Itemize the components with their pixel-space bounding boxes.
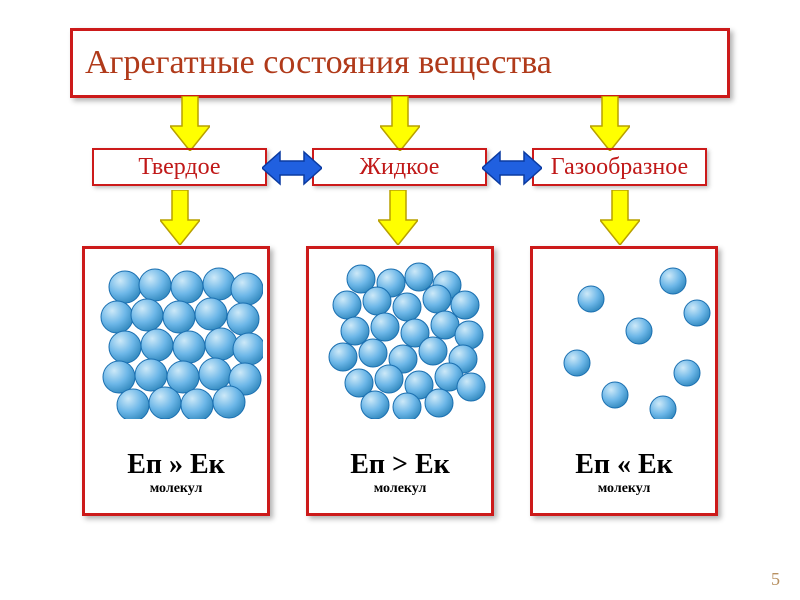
state-box-liquid: Жидкое <box>312 148 487 186</box>
arrow-double-liquid-gas <box>482 150 542 186</box>
page-number: 5 <box>771 569 780 590</box>
formula-sub-solid: молекул <box>85 481 267 497</box>
arrow-double-solid-liquid <box>262 150 322 186</box>
formula-sub-gas: молекул <box>533 481 715 497</box>
formula-main-gas: Еп « Ек <box>575 449 673 480</box>
formula-solid: Еп » Ек молекул <box>85 449 267 497</box>
panel-liquid: Еп > Ек молекул <box>306 246 494 516</box>
state-label-gas: Газообразное <box>551 154 688 181</box>
molecules-gas <box>543 259 711 419</box>
state-label-liquid: Жидкое <box>360 154 440 181</box>
arrow-down-solid-panel <box>160 190 200 245</box>
state-box-gas: Газообразное <box>532 148 707 186</box>
arrow-down-title-solid <box>170 96 210 151</box>
formula-main-liquid: Еп > Ек <box>350 449 450 480</box>
panel-solid: Еп » Ек молекул <box>82 246 270 516</box>
formula-liquid: Еп > Ек молекул <box>309 449 491 497</box>
molecules-solid <box>95 259 263 419</box>
state-label-solid: Твердое <box>138 154 220 181</box>
state-box-solid: Твердое <box>92 148 267 186</box>
arrow-down-liquid-panel <box>378 190 418 245</box>
title-text: Агрегатные состояния вещества <box>85 44 552 82</box>
title-box: Агрегатные состояния вещества <box>70 28 730 98</box>
molecules-liquid <box>319 259 487 419</box>
formula-sub-liquid: молекул <box>309 481 491 497</box>
formula-gas: Еп « Ек молекул <box>533 449 715 497</box>
arrow-down-title-gas <box>590 96 630 151</box>
arrow-down-title-liquid <box>380 96 420 151</box>
panel-gas: Еп « Ек молекул <box>530 246 718 516</box>
arrow-down-gas-panel <box>600 190 640 245</box>
formula-main-solid: Еп » Ек <box>127 449 225 480</box>
